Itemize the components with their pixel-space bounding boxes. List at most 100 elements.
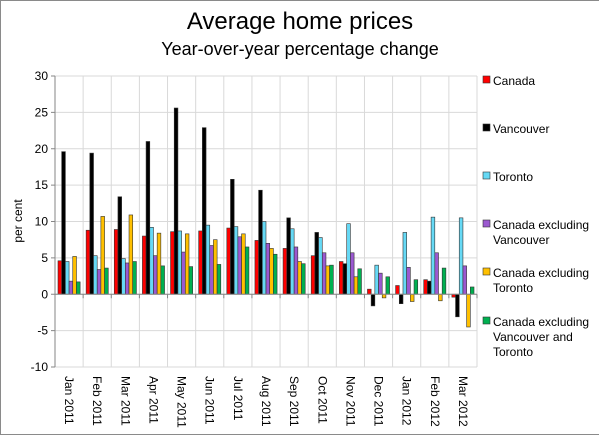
bar-toronto-2 [121,258,126,295]
bar-canada-excluding-vancouver-and-toronto-6 [244,246,250,295]
bar-canada-excluding-vancouver-and-toronto-10 [357,268,362,295]
legend-swatch [482,171,491,180]
bar-canada-0 [57,260,62,295]
bar-canada-excluding-vancouver-and-toronto-14 [470,286,475,295]
bar-vancouver-1 [89,152,94,295]
bar-canada-excluding-toronto-3 [156,232,162,295]
legend-label: Toronto [493,170,533,184]
x-tick-label: Jan 2011 [62,376,76,425]
bar-toronto-10 [346,223,351,295]
bar-canada-excluding-vancouver-and-toronto-7 [273,253,278,295]
legend-label: Vancouver and [493,330,573,344]
x-tick-label: May 2011 [175,376,189,428]
bar-toronto-1 [93,255,98,295]
bar-vancouver-10 [342,263,348,295]
bar-canada-excluding-toronto-13 [438,293,443,302]
bar-vancouver-14 [455,293,460,318]
legend-label: Canada [493,74,535,88]
legend-label: Vancouver [493,122,549,136]
x-tick-label: Jul 2011 [231,376,245,421]
bar-canada-excluding-vancouver-8 [293,246,299,295]
y-tick-label: -5 [37,324,48,338]
bar-canada-excluding-toronto-14 [466,293,471,328]
bar-canada-excluding-toronto-4 [184,233,190,295]
y-tick-label: 20 [35,142,49,156]
bar-canada-excluding-vancouver-1 [96,269,102,295]
bar-canada-2 [113,229,119,295]
bar-canada-excluding-vancouver-2 [125,262,130,295]
legend-label: Canada excluding [493,315,589,329]
bar-canada-excluding-vancouver-5 [209,245,214,295]
chart-title: Average home prices [186,8,414,35]
bar-toronto-12 [402,232,407,295]
bar-canada-excluding-vancouver-and-toronto-1 [104,267,109,295]
bar-vancouver-13 [427,280,432,295]
legend-label: Canada excluding [493,266,589,280]
bar-canada-5 [198,230,203,295]
bar-canada-excluding-vancouver-6 [237,236,242,295]
bar-canada-excluding-vancouver-and-toronto-4 [188,266,193,295]
legend-label: Toronto [493,345,533,359]
bar-canada-excluding-vancouver-and-toronto-13 [441,267,447,295]
bar-toronto-13 [430,216,436,295]
bar-canada-excluding-toronto-9 [325,265,330,295]
bar-canada-excluding-toronto-11 [381,293,387,299]
y-tick-label: 0 [41,287,48,301]
x-tick-label: Mar 2011 [118,376,132,426]
bar-canada-excluding-vancouver-12 [406,267,411,295]
x-tick-label: Sep 2011 [287,376,301,427]
bar-toronto-4 [177,230,182,295]
legend-item: Vancouver [482,122,549,136]
bar-vancouver-3 [145,141,151,295]
y-tick-label: 5 [41,251,48,265]
legend-label: Canada excluding [493,218,589,232]
y-axis-title: per cent [11,199,25,243]
bar-canada-excluding-toronto-2 [128,214,134,295]
y-tick-label: 25 [35,105,49,119]
bar-canada-excluding-vancouver-3 [153,255,158,295]
bar-canada-11 [367,288,372,295]
bar-canada-excluding-vancouver-4 [181,251,186,295]
bar-canada-excluding-toronto-10 [353,276,359,295]
legend-swatch [482,123,491,132]
y-tick-label: 15 [35,178,49,192]
bar-canada-excluding-vancouver-14 [462,265,467,295]
bar-canada-4 [170,231,175,295]
bar-canada-excluding-vancouver-and-toronto-3 [160,265,165,295]
y-tick-label: -10 [31,360,49,374]
x-tick-label: Apr 2011 [146,376,160,424]
bar-vancouver-4 [173,107,179,295]
bar-vancouver-5 [202,127,207,295]
bar-toronto-5 [205,224,211,295]
bar-canada-excluding-toronto-0 [72,256,77,295]
x-axis-ticks: Jan 2011 Feb 2011 Mar 2011 Apr 2011 May 2011… [62,376,470,428]
bar-canada-excluding-vancouver-and-toronto-2 [132,261,137,295]
x-tick-label: Dec 2011 [372,376,386,427]
x-tick-label: Feb 2011 [90,376,104,426]
bar-canada-excluding-vancouver-9 [321,252,327,295]
bar-canada-9 [310,255,316,295]
bar-canada-3 [142,235,147,295]
bar-toronto-0 [65,261,70,295]
bar-canada-8 [282,248,288,295]
legend-item: Toronto [482,170,533,184]
bar-canada-13 [423,279,428,295]
bar-canada-excluding-toronto-8 [297,261,302,295]
bar-canada-excluding-vancouver-11 [378,272,383,295]
bar-vancouver-7 [258,189,263,295]
y-tick-label: 10 [35,215,49,229]
bar-vancouver-9 [314,232,319,295]
bar-vancouver-8 [286,217,291,295]
y-axis-ticks: 30 25 20 15 10 5 0 -5 -10 [31,69,55,374]
bar-canada-excluding-toronto-1 [100,216,105,295]
bar-vancouver-12 [398,293,404,305]
bar-canada-12 [395,285,400,295]
x-tick-label: Nov 2011 [343,376,357,427]
y-tick-label: 30 [35,69,49,83]
x-tick-label: Mar 2012 [456,376,470,427]
x-tick-label: Jun 2011 [203,376,217,425]
